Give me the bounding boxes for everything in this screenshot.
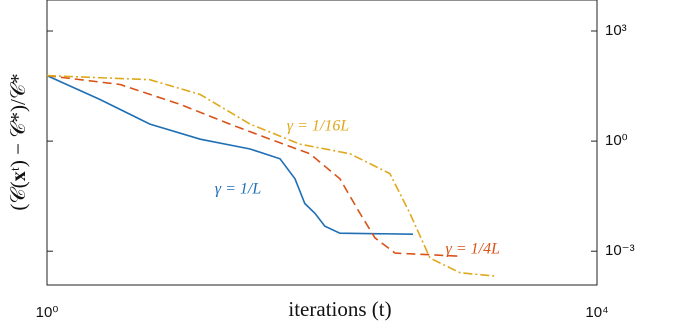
series-label: γ = 1/4L bbox=[446, 241, 501, 258]
x-axis-label: iterations (t) bbox=[288, 297, 391, 321]
x-tick-label: 10⁴ bbox=[585, 304, 608, 321]
y-tick-label: 10⁰ bbox=[605, 132, 628, 149]
y-axis-label: (𝒞(𝐱ᵗ) − 𝒞*)/𝒞* bbox=[6, 73, 30, 210]
y-tick-label: 10³ bbox=[605, 22, 627, 39]
series-line bbox=[46, 74, 496, 277]
x-tick-label: 10⁰ bbox=[36, 304, 59, 321]
plot-frame bbox=[46, 0, 598, 286]
series-line bbox=[46, 74, 461, 257]
series-label: γ = 1/L bbox=[215, 181, 262, 198]
series-line bbox=[46, 74, 414, 235]
y-tick-label: 10⁻³ bbox=[605, 242, 635, 259]
series-label: γ = 1/16L bbox=[287, 118, 350, 135]
